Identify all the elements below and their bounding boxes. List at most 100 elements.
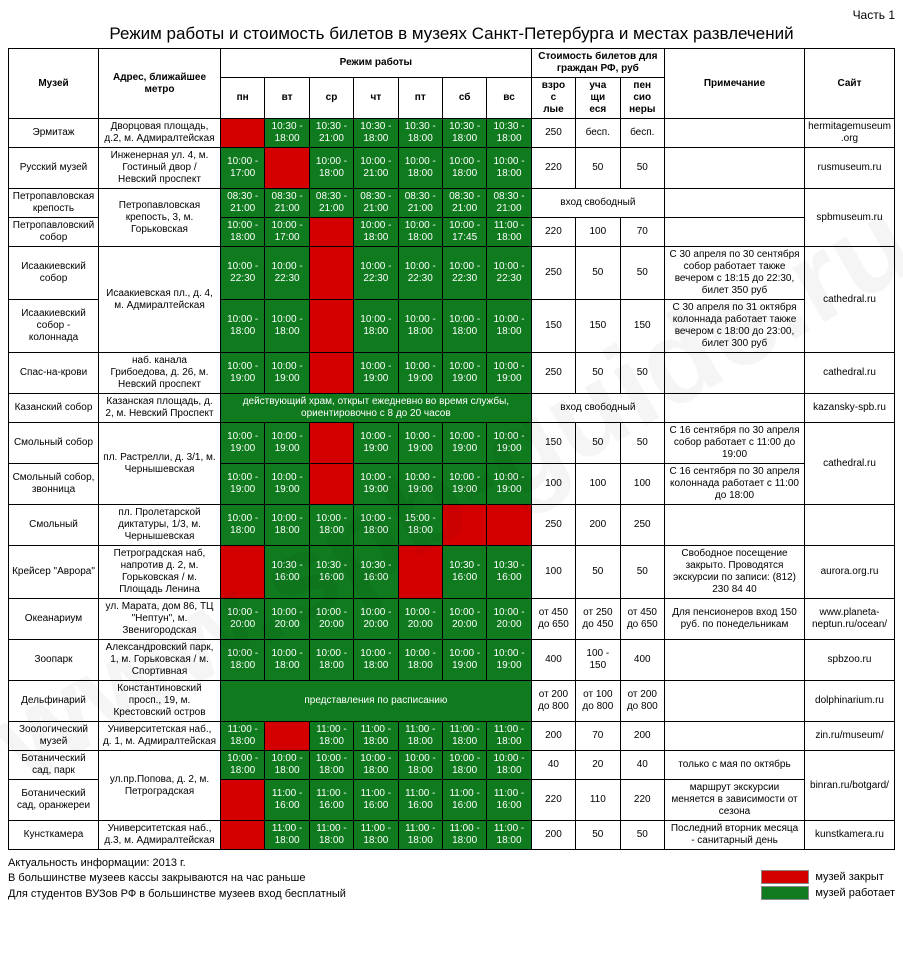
legend-row: музей работает bbox=[761, 886, 895, 900]
price-cell: 400 bbox=[531, 640, 575, 681]
day-cell: 11:00 - 18:00 bbox=[487, 722, 531, 751]
day-cell: 10:30 - 18:00 bbox=[442, 119, 486, 148]
schedule-merged: действующий храм, открыт ежедневно во вр… bbox=[221, 394, 532, 423]
hdr-site: Сайт bbox=[805, 49, 895, 119]
table-row: ДельфинарийКонстантиновский просп., 19, … bbox=[9, 681, 895, 722]
day-cell: 08:30 - 21:00 bbox=[265, 189, 309, 218]
site-cell: aurora.org.ru bbox=[805, 546, 895, 599]
museum-name: Исаакиевский собор bbox=[9, 247, 99, 300]
day-cell: 08:30 - 21:00 bbox=[354, 189, 398, 218]
day-cell: 10:30 - 16:00 bbox=[309, 546, 353, 599]
day-cell: 10:00 - 18:00 bbox=[309, 751, 353, 780]
footer-note-line: Актуальность информации: 2013 г. bbox=[8, 856, 346, 871]
day-cell: 08:30 - 21:00 bbox=[221, 189, 265, 218]
day-cell: 10:00 - 19:00 bbox=[221, 353, 265, 394]
day-cell: 10:00 - 22:30 bbox=[354, 247, 398, 300]
day-cell: 10:00 - 18:00 bbox=[487, 751, 531, 780]
day-cell: 10:00 - 18:00 bbox=[442, 148, 486, 189]
day-cell: 11:00 - 18:00 bbox=[398, 821, 442, 850]
site-cell: kazansky-spb.ru bbox=[805, 394, 895, 423]
day-cell: 10:00 - 18:00 bbox=[221, 300, 265, 353]
address-cell: Александровский парк, 1, м. Горьковская … bbox=[99, 640, 221, 681]
hdr-day: вс bbox=[487, 78, 531, 119]
day-cell: 10:00 - 19:00 bbox=[265, 423, 309, 464]
day-cell bbox=[221, 546, 265, 599]
day-cell: 10:00 - 17:45 bbox=[442, 218, 486, 247]
day-cell: 08:30 - 21:00 bbox=[442, 189, 486, 218]
footer-notes: Актуальность информации: 2013 г.В больши… bbox=[8, 856, 346, 902]
day-cell: 10:00 - 19:00 bbox=[398, 353, 442, 394]
schedule-table: Музей Адрес, ближайшее метро Режим работ… bbox=[8, 48, 895, 850]
day-cell: 10:00 - 18:00 bbox=[398, 218, 442, 247]
price-cell: 150 bbox=[576, 300, 620, 353]
price-merged: вход свободный bbox=[531, 189, 664, 218]
price-cell: 250 bbox=[531, 247, 575, 300]
note-cell bbox=[665, 119, 805, 148]
table-row: ЭрмитажДворцовая площадь, д.2, м. Адмира… bbox=[9, 119, 895, 148]
museum-name: Исаакиевский собор - колоннада bbox=[9, 300, 99, 353]
museum-name: Спас-на-крови bbox=[9, 353, 99, 394]
table-row: Смольный соборпл. Растрелли, д. 3/1, м. … bbox=[9, 423, 895, 464]
day-cell: 10:30 - 16:00 bbox=[265, 546, 309, 599]
day-cell: 11:00 - 18:00 bbox=[487, 218, 531, 247]
price-cell: 50 bbox=[576, 423, 620, 464]
schedule-merged: представления по расписанию bbox=[221, 681, 532, 722]
price-cell: 70 bbox=[620, 218, 664, 247]
price-cell: 50 bbox=[620, 148, 664, 189]
day-cell: 10:00 - 22:30 bbox=[442, 247, 486, 300]
table-row: Океанариумул. Марата, дом 86, ТЦ "Нептун… bbox=[9, 599, 895, 640]
hdr-day: вт bbox=[265, 78, 309, 119]
price-cell: 40 bbox=[531, 751, 575, 780]
address-cell: ул.пр.Попова, д. 2, м. Петроградская bbox=[99, 751, 221, 821]
day-cell: 11:00 - 18:00 bbox=[442, 821, 486, 850]
note-cell: С 30 апреля по 31 октября колоннада рабо… bbox=[665, 300, 805, 353]
day-cell bbox=[265, 148, 309, 189]
hdr-day: сб bbox=[442, 78, 486, 119]
day-cell: 10:00 - 19:00 bbox=[487, 464, 531, 505]
note-cell bbox=[665, 353, 805, 394]
price-cell: 250 bbox=[620, 505, 664, 546]
table-row: Спас-на-кровинаб. канала Грибоедова, д. … bbox=[9, 353, 895, 394]
day-cell: 10:00 - 18:00 bbox=[309, 640, 353, 681]
table-row: ЗоопаркАлександровский парк, 1, м. Горьк… bbox=[9, 640, 895, 681]
price-cell: бесп. bbox=[576, 119, 620, 148]
hdr-price-col: уча щи еся bbox=[576, 78, 620, 119]
site-cell: cathedral.ru bbox=[805, 353, 895, 394]
footer: Актуальность информации: 2013 г.В больши… bbox=[8, 856, 895, 902]
day-cell: 11:00 - 16:00 bbox=[265, 780, 309, 821]
site-cell: dolphinarium.ru bbox=[805, 681, 895, 722]
address-cell: Петропавловская крепость, 3, м. Горьковс… bbox=[99, 189, 221, 247]
museum-name: Смольный собор, звонница bbox=[9, 464, 99, 505]
day-cell: 10:00 - 19:00 bbox=[354, 423, 398, 464]
day-cell: 10:00 - 18:00 bbox=[398, 148, 442, 189]
day-cell: 10:00 - 19:00 bbox=[354, 464, 398, 505]
note-cell: С 16 сентября по 30 апреля собор работае… bbox=[665, 423, 805, 464]
price-cell: 220 bbox=[531, 780, 575, 821]
day-cell: 10:00 - 20:00 bbox=[442, 599, 486, 640]
note-cell bbox=[665, 505, 805, 546]
price-merged: вход свободный bbox=[531, 394, 664, 423]
hdr-day: ср bbox=[309, 78, 353, 119]
legend-row: музей закрыт bbox=[761, 870, 895, 884]
museum-name: Петропавловский собор bbox=[9, 218, 99, 247]
day-cell: 11:00 - 16:00 bbox=[354, 780, 398, 821]
hdr-address: Адрес, ближайшее метро bbox=[99, 49, 221, 119]
day-cell: 10:00 - 19:00 bbox=[487, 353, 531, 394]
day-cell bbox=[309, 423, 353, 464]
site-cell: zin.ru/museum/ bbox=[805, 722, 895, 751]
price-cell: 200 bbox=[531, 821, 575, 850]
price-cell: 220 bbox=[531, 148, 575, 189]
day-cell: 11:00 - 18:00 bbox=[309, 821, 353, 850]
day-cell: 11:00 - 18:00 bbox=[487, 821, 531, 850]
price-cell: 50 bbox=[576, 247, 620, 300]
museum-name: Смольный собор bbox=[9, 423, 99, 464]
day-cell: 11:00 - 18:00 bbox=[265, 821, 309, 850]
note-cell: Последний вторник месяца - санитарный де… bbox=[665, 821, 805, 850]
day-cell: 10:00 - 18:00 bbox=[354, 505, 398, 546]
day-cell: 10:00 - 20:00 bbox=[309, 599, 353, 640]
museum-name: Смольный bbox=[9, 505, 99, 546]
day-cell: 10:00 - 18:00 bbox=[265, 300, 309, 353]
day-cell: 10:30 - 18:00 bbox=[354, 119, 398, 148]
price-cell: 250 bbox=[531, 119, 575, 148]
legend-text: музей закрыт bbox=[815, 871, 883, 883]
